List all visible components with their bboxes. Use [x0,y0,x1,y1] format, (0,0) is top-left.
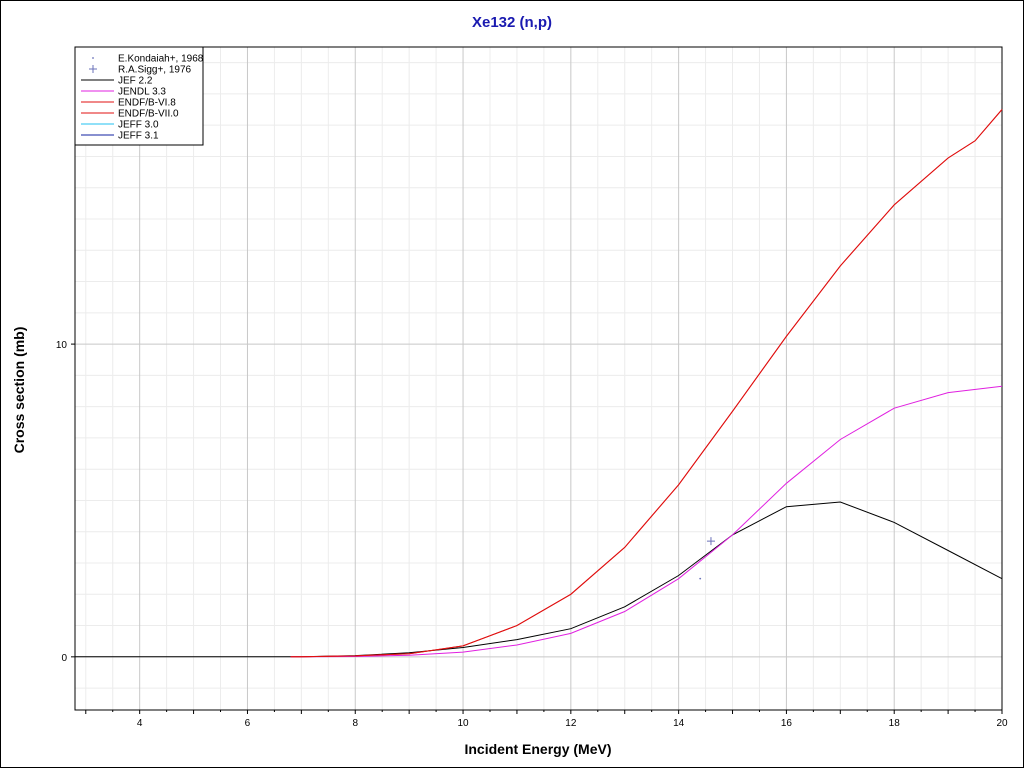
legend-label: ENDF/B-VII.0 [118,109,179,120]
x-tick-label: 14 [673,718,685,729]
x-axis-label: Incident Energy (MeV) [464,741,612,757]
legend-label: JENDL 3.3 [118,87,166,98]
series-line [290,109,1003,658]
x-tick-label: 10 [457,718,469,729]
data-point-plus [706,537,715,546]
data-point-dot [699,577,702,580]
legend-box [74,46,204,146]
legend-label: JEF 2.2 [118,76,153,87]
legend-marker-plus [89,65,97,73]
series-line [75,501,1003,658]
legend-marker-dot [92,57,94,59]
x-tick-label: 4 [137,718,143,729]
legend-label: ENDF/B-VI.8 [118,98,176,109]
y-tick-label: 0 [61,653,67,664]
series-line [290,385,1003,658]
x-tick-label: 18 [889,718,901,729]
y-tick-label: 10 [56,340,68,351]
legend-label: R.A.Sigg+, 1976 [118,65,192,76]
series-line [290,109,1003,658]
legend-label: JEFF 3.0 [118,120,159,131]
x-tick-label: 12 [565,718,577,729]
legend-label: E.Kondaiah+, 1968 [118,54,204,65]
x-tick-label: 6 [245,718,251,729]
chart-title: Xe132 (n,p) [471,14,553,31]
legend-label: JEFF 3.1 [118,131,159,142]
x-tick-label: 8 [352,718,358,729]
x-tick-label: 20 [996,718,1008,729]
plot-border [74,46,1003,711]
x-tick-label: 16 [781,718,793,729]
